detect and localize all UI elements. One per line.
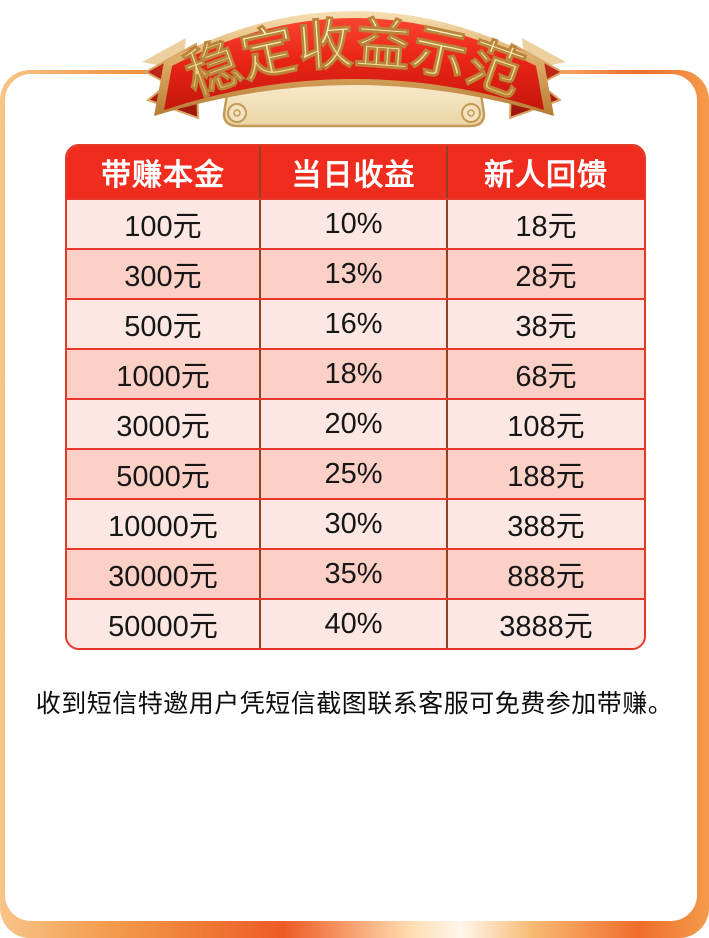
cell-reward: 188元	[446, 450, 644, 498]
earnings-table: 带赚本金 当日收益 新人回馈 100元 10% 18元 300元 13% 28元…	[65, 144, 646, 650]
cell-reward: 388元	[446, 500, 644, 548]
table-row: 30000元 35% 888元	[67, 548, 644, 598]
cell-principal: 10000元	[108, 511, 218, 543]
ribbon-banner: 稳定收益示范	[142, 11, 566, 128]
cell-principal: 100元	[124, 211, 202, 243]
cell-principal: 30000元	[108, 561, 218, 593]
cell-principal: 1000元	[116, 361, 210, 393]
table-row: 1000元 18% 68元	[67, 348, 644, 398]
table-header-row: 带赚本金 当日收益 新人回馈	[67, 146, 644, 198]
table-row: 300元 13% 28元	[67, 248, 644, 298]
cell-reward: 68元	[446, 350, 644, 398]
cell-reward: 3888元	[446, 600, 644, 648]
cell-reward: 108元	[446, 400, 644, 448]
cell-principal: 500元	[124, 311, 202, 343]
cell-daily-rate: 18%	[259, 350, 446, 398]
table-row: 50000元 40% 3888元	[67, 598, 644, 648]
table-row: 500元 16% 38元	[67, 298, 644, 348]
cell-daily-rate: 10%	[259, 200, 446, 248]
table-body: 100元 10% 18元 300元 13% 28元 500元 16% 38元 1…	[67, 198, 644, 648]
header-daily-rate: 当日收益	[259, 146, 446, 198]
cell-principal: 50000元	[108, 611, 218, 643]
cell-reward: 38元	[446, 300, 644, 348]
table-row: 5000元 25% 188元	[67, 448, 644, 498]
cell-daily-rate: 40%	[259, 600, 446, 648]
cell-daily-rate: 35%	[259, 550, 446, 598]
cell-principal: 300元	[124, 261, 202, 293]
cell-daily-rate: 13%	[259, 250, 446, 298]
sms-invite-note: 收到短信特邀用户凭短信截图联系客服可免费参加带赚。	[35, 690, 674, 718]
table-row: 100元 10% 18元	[67, 198, 644, 248]
header-principal: 带赚本金	[101, 159, 225, 192]
header-newcomer-reward: 新人回馈	[446, 146, 644, 198]
cell-reward: 28元	[446, 250, 644, 298]
cell-daily-rate: 30%	[259, 500, 446, 548]
cell-reward: 888元	[446, 550, 644, 598]
cell-principal: 5000元	[116, 461, 210, 493]
table-row: 3000元 20% 108元	[67, 398, 644, 448]
table-row: 10000元 30% 388元	[67, 498, 644, 548]
cell-principal: 3000元	[116, 411, 210, 443]
cell-daily-rate: 16%	[259, 300, 446, 348]
cell-daily-rate: 20%	[259, 400, 446, 448]
cell-reward: 18元	[446, 200, 644, 248]
cell-daily-rate: 25%	[259, 450, 446, 498]
ribbon-band	[164, 18, 544, 110]
